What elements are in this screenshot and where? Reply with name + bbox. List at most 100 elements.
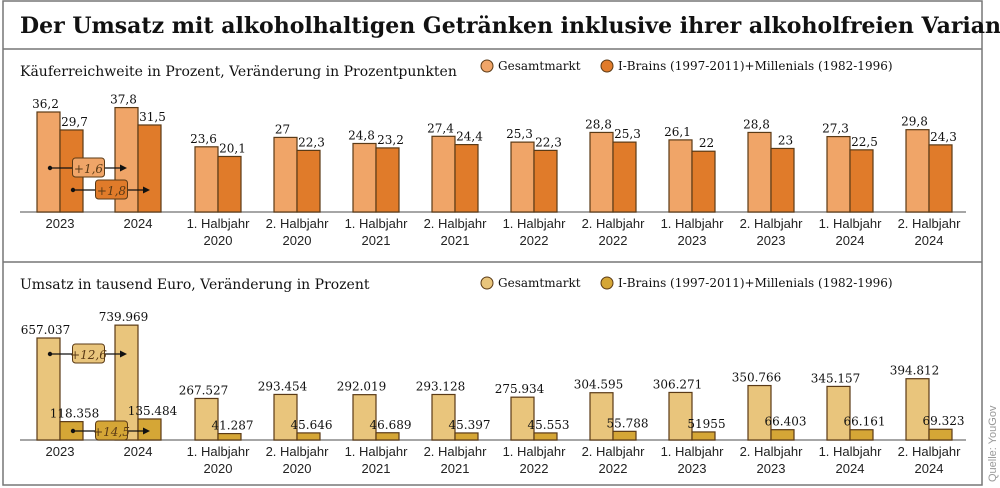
data-label: 27	[275, 122, 290, 136]
data-label: 118.358	[50, 407, 100, 421]
data-label: 66.403	[765, 415, 807, 429]
bar-gesamtmarkt	[510, 141, 535, 213]
data-label: 24,8	[348, 128, 375, 142]
x-tick-label: 2021	[362, 461, 391, 476]
arrowhead-icon	[120, 350, 127, 358]
x-tick-label: 1. Halbjahr	[503, 444, 567, 459]
legend-swatch	[480, 276, 494, 290]
data-label: 28,8	[585, 117, 612, 131]
x-tick-label: 2020	[204, 461, 233, 476]
change-value: +14,5	[93, 425, 130, 439]
bar-i-brains-millenials	[770, 429, 795, 441]
data-label: 23,6	[190, 132, 217, 146]
data-label: 292.019	[337, 380, 387, 394]
bar-gesamtmarkt	[589, 131, 614, 213]
legend-label: I-Brains (1997-2011)+Millenials (1982-19…	[618, 59, 893, 73]
x-tick-label: 2023	[678, 461, 707, 476]
x-tick-label: 2022	[599, 461, 628, 476]
x-tick-label: 2022	[599, 233, 628, 248]
x-tick-label: 2. Halbjahr	[582, 216, 646, 231]
x-tick-label: 2020	[283, 461, 312, 476]
x-tick-label: 2024	[836, 233, 865, 248]
legend-swatch	[600, 276, 614, 290]
data-label: 22,3	[535, 135, 562, 149]
legend-swatch	[480, 59, 494, 73]
data-label: 293.454	[258, 379, 308, 393]
x-tick-label: 2024	[124, 444, 153, 459]
frame	[2, 0, 983, 486]
bar-i-brains-millenials	[375, 432, 400, 441]
data-label: 66.161	[844, 415, 886, 429]
x-tick-label: 2. Halbjahr	[898, 444, 962, 459]
bar-i-brains-millenials	[375, 147, 400, 213]
chart-subtitle: Umsatz in tausend Euro, Veränderung in P…	[20, 277, 370, 293]
x-tick-label: 2023	[757, 461, 786, 476]
data-label: 135.484	[128, 404, 178, 418]
x-tick-label: 2022	[520, 233, 549, 248]
data-label: 37,8	[110, 93, 137, 107]
bar-i-brains-millenials	[533, 149, 558, 213]
x-tick-label: 2024	[915, 461, 944, 476]
data-label: 41.287	[212, 419, 254, 433]
x-tick-label: 2. Halbjahr	[898, 216, 962, 231]
x-tick-label: 1. Halbjahr	[819, 216, 883, 231]
data-label: 36,2	[32, 97, 59, 111]
x-tick-label: 1. Halbjahr	[345, 216, 409, 231]
bar-i-brains-millenials	[296, 149, 321, 213]
bar-i-brains-millenials	[137, 124, 162, 213]
arrow-start-dot	[70, 187, 76, 193]
x-tick-label: 1. Halbjahr	[503, 216, 567, 231]
main-title: Der Umsatz mit alkoholhaltigen Getränken…	[20, 13, 1000, 39]
data-label: 51955	[687, 417, 725, 431]
x-tick-label: 2020	[283, 233, 312, 248]
bar-i-brains-millenials	[770, 147, 795, 213]
data-label: 306.271	[653, 377, 703, 391]
bar-gesamtmarkt	[194, 397, 219, 441]
bar-i-brains-millenials	[849, 149, 874, 213]
change-badge	[95, 179, 128, 200]
data-label: 27,4	[427, 121, 454, 135]
x-tick-label: 2. Halbjahr	[266, 444, 330, 459]
arrow-start-dot	[70, 428, 76, 434]
x-tick-label: 2023	[678, 233, 707, 248]
x-tick-label: 2024	[915, 233, 944, 248]
x-tick-label: 2. Halbjahr	[424, 444, 488, 459]
data-label: 45.397	[449, 418, 491, 432]
chart-panel-2: Umsatz in tausend Euro, Veränderung in P…	[20, 276, 966, 476]
data-label: 739.969	[99, 310, 149, 324]
bar-i-brains-millenials	[612, 430, 637, 441]
legend-label: Gesamtmarkt	[498, 59, 581, 73]
arrow-start-dot	[47, 165, 53, 171]
x-tick-label: 2. Halbjahr	[740, 216, 804, 231]
change-badge	[72, 157, 105, 178]
data-label: 26,1	[664, 125, 691, 139]
data-label: 28,8	[743, 117, 770, 131]
arrowhead-icon	[143, 186, 150, 194]
legend-label: I-Brains (1997-2011)+Millenials (1982-19…	[618, 276, 893, 290]
bar-i-brains-millenials	[296, 432, 321, 441]
bar-i-brains-millenials	[691, 150, 716, 213]
data-label: 55.788	[607, 416, 649, 430]
bar-gesamtmarkt	[431, 393, 456, 441]
data-label: 46.689	[370, 418, 412, 432]
data-label: 27,3	[822, 122, 849, 136]
data-label: 350.766	[732, 371, 782, 385]
change-value: +1,8	[97, 184, 127, 198]
x-tick-label: 2023	[757, 233, 786, 248]
x-tick-label: 2023	[46, 216, 75, 231]
x-tick-label: 1. Halbjahr	[661, 444, 725, 459]
source-note: Quelle: YouGov	[987, 405, 999, 482]
data-label: 45.646	[291, 418, 333, 432]
x-tick-label: 1. Halbjahr	[661, 216, 725, 231]
bar-i-brains-millenials	[137, 418, 162, 441]
x-tick-label: 2022	[520, 461, 549, 476]
data-label: 394.812	[890, 364, 940, 378]
bar-i-brains-millenials	[217, 432, 242, 441]
data-label: 29,7	[61, 115, 88, 129]
data-label: 345.157	[811, 371, 861, 385]
data-label: 23	[778, 133, 793, 147]
x-tick-label: 2021	[362, 233, 391, 248]
x-tick-label: 2024	[124, 216, 153, 231]
bar-i-brains-millenials	[454, 432, 479, 441]
